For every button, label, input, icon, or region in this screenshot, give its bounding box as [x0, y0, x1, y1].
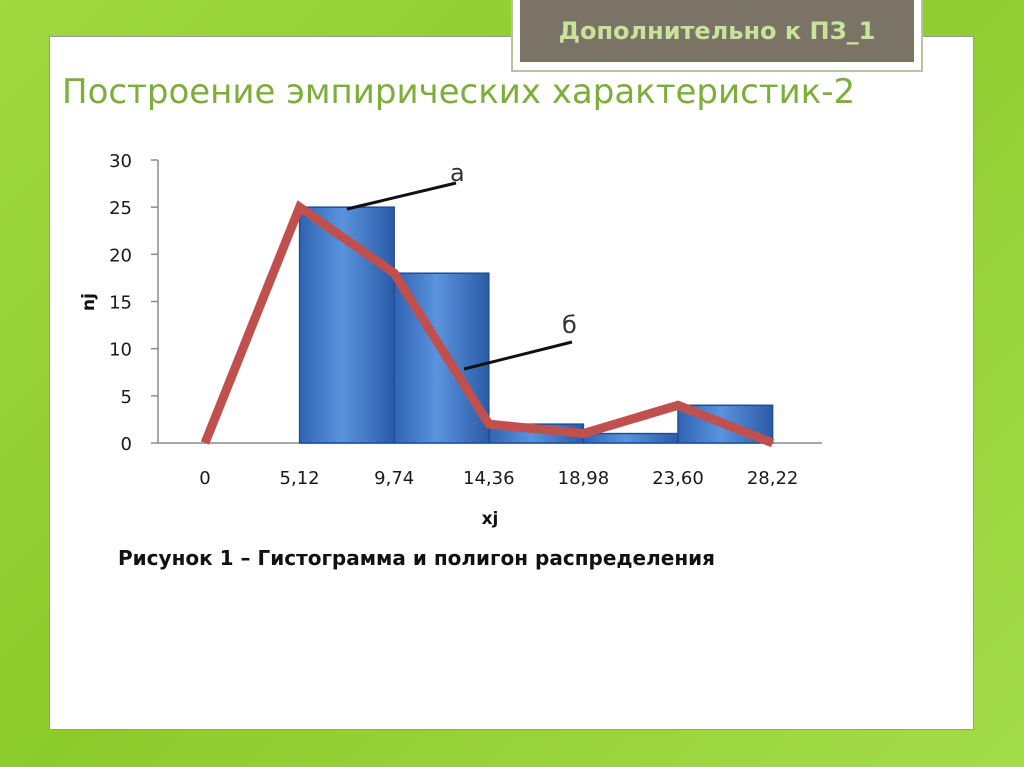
histogram-bar: [582, 432, 679, 444]
annotation-leader-a: [346, 181, 457, 211]
x-tick-label: 0: [199, 468, 210, 489]
x-axis-title: xj: [482, 509, 499, 529]
y-tick-label: 10: [109, 340, 132, 361]
slide-panel: [49, 36, 974, 730]
x-tick-label: 28,22: [747, 468, 799, 489]
slide-title: Построение эмпирических характеристик-2: [62, 72, 856, 112]
y-tick-label: 5: [121, 387, 132, 408]
histogram-bar: [298, 206, 395, 444]
section-tag: Дополнительно к ПЗ_1: [520, 0, 914, 62]
y-tick-label: 20: [109, 245, 132, 266]
x-tick-label: 23,60: [652, 468, 704, 489]
x-tick-label: 9,74: [374, 468, 414, 489]
y-tick-label: 25: [109, 198, 132, 219]
y-tick-label: 30: [109, 151, 132, 172]
x-tick-label: 5,12: [280, 468, 320, 489]
figure-caption: Рисунок 1 – Гистограмма и полигон распре…: [118, 546, 716, 570]
annotation-a: а: [450, 159, 465, 187]
y-tick-label: 0: [121, 434, 132, 455]
polygon-line: [200, 200, 775, 448]
x-tick-label: 14,36: [463, 468, 515, 489]
annotation-leader-b: [463, 340, 573, 371]
y-tick-label: 15: [109, 293, 132, 314]
x-tick-label: 18,98: [558, 468, 610, 489]
y-axis-title: nj: [79, 293, 99, 311]
annotation-b: б: [562, 311, 577, 339]
